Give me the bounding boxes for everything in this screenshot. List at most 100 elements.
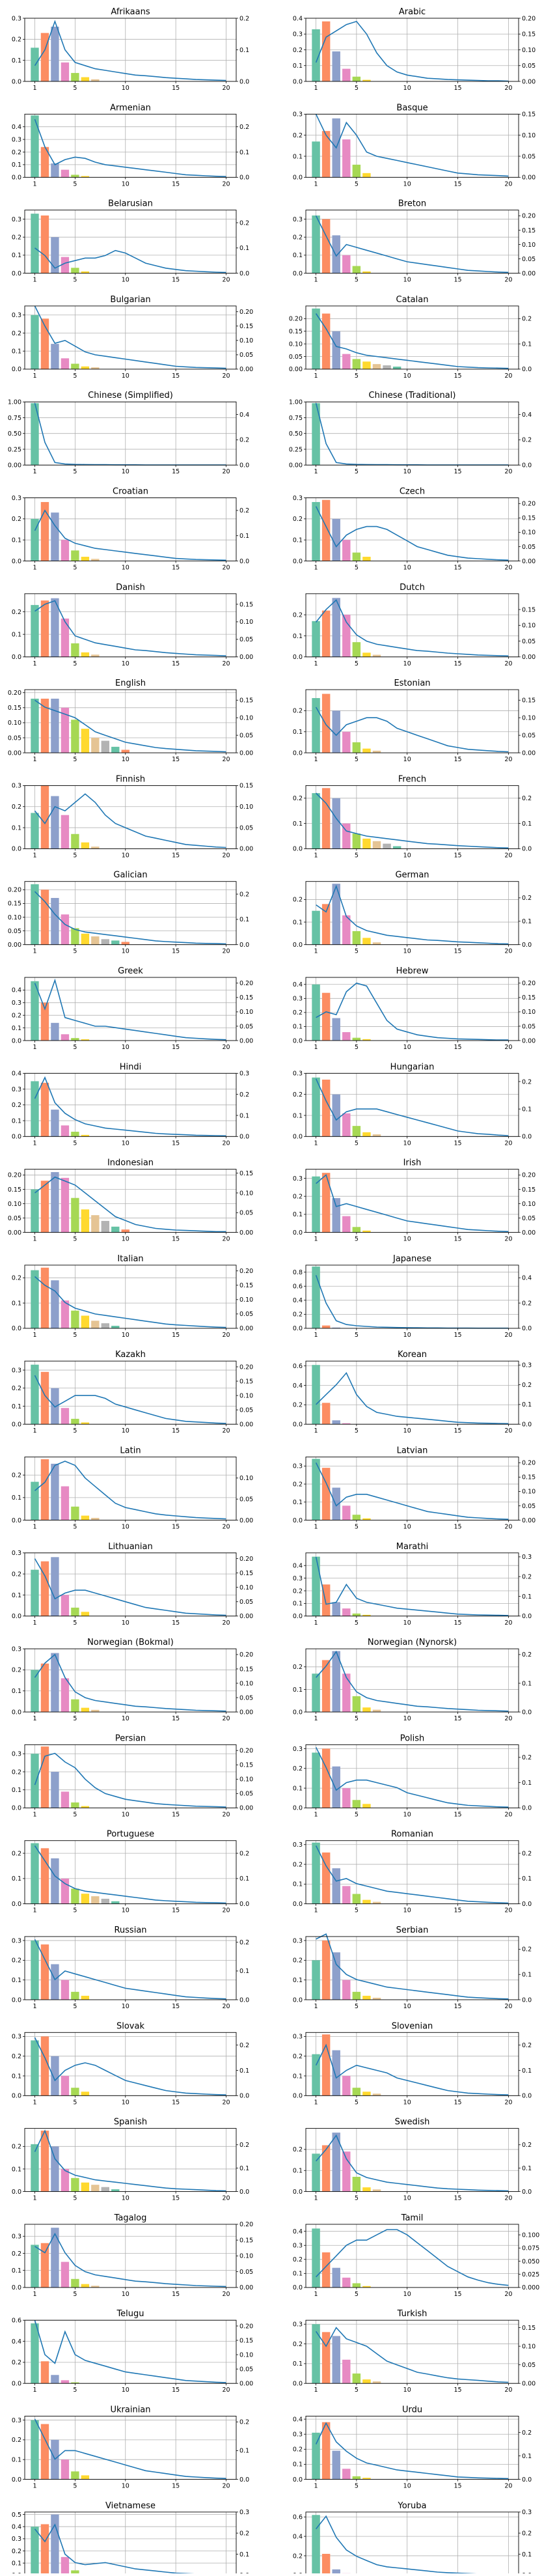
x-tick-label: 15 [454, 2483, 462, 2490]
x-tick-label: 1 [33, 1427, 36, 1435]
y-tick-label-right: 0.15 [239, 1378, 253, 1385]
bar [61, 1300, 69, 1328]
x-tick-label: 1 [33, 1524, 36, 1531]
y-tick-label-left: 0.0 [293, 2284, 303, 2291]
bar [91, 1896, 99, 1904]
y-tick-label-right: 0.1 [239, 2551, 249, 2558]
subplot-title: Latin [120, 1446, 141, 1456]
y-tick-label-right: 0.0 [522, 366, 532, 373]
bar [111, 747, 119, 753]
line-series [316, 2230, 509, 2286]
x-tick-label: 15 [454, 468, 462, 475]
y-tick-label-right: 0.10 [239, 715, 253, 722]
bar [71, 1507, 79, 1520]
y-tick-label-left: 0.0 [293, 270, 303, 277]
bar [81, 1894, 89, 1904]
y-tick-label-right: 0.2 [239, 1939, 249, 1946]
y-tick-label-left: 0.05 [8, 1215, 21, 1222]
bar [81, 1996, 89, 2000]
x-tick-label: 5 [73, 468, 77, 475]
y-tick-label-left: 0.3 [293, 1746, 303, 1753]
x-tick-label: 10 [403, 2195, 411, 2202]
bar [51, 512, 59, 561]
y-tick-label-left: 0.4 [293, 1297, 303, 1304]
y-tick-label-right: 0.05 [239, 1694, 253, 1701]
y-tick-label-left: 0.0 [12, 1996, 21, 2004]
x-tick-label: 20 [504, 2195, 512, 2202]
x-tick-label: 15 [454, 660, 462, 667]
y-tick-label-left: 0.0 [12, 846, 21, 853]
bar [31, 1081, 38, 1136]
y-tick-label-left: 0.2 [293, 1765, 303, 1772]
x-tick-label: 1 [33, 948, 36, 955]
y-tick-label-right: 0.15 [239, 323, 253, 330]
bar [51, 1964, 59, 2000]
y-tick-label-left: 0.1 [12, 2073, 21, 2080]
x-tick-label: 10 [122, 948, 129, 955]
y-tick-label-left: 0.2 [293, 1009, 303, 1016]
bar [362, 1996, 370, 2000]
x-tick-label: 15 [172, 1236, 180, 1243]
x-tick-label: 20 [222, 1907, 230, 1914]
bar [332, 1868, 340, 1904]
y-tick-label-right: 0.20 [239, 2221, 253, 2228]
bar [41, 33, 49, 81]
x-tick-label: 1 [314, 2387, 318, 2394]
x-tick-label: 20 [504, 1715, 512, 1722]
x-tick-label: 1 [314, 1907, 318, 1914]
y-tick-label-left: 0.2 [293, 1193, 303, 1200]
y-tick-label-left: 0.1 [293, 153, 303, 160]
y-tick-label-left: 0.4 [293, 2228, 303, 2235]
y-tick-label-right: 0.1 [239, 47, 249, 54]
x-tick-label: 1 [33, 2003, 36, 2010]
bar [373, 1710, 381, 1712]
y-tick-label-right: 0.05 [522, 1215, 536, 1222]
x-tick-label: 5 [355, 372, 359, 380]
y-tick-label-right: 0.10 [239, 337, 253, 344]
y-tick-label-left: 0.0 [293, 78, 303, 85]
x-tick-label: 15 [172, 85, 180, 92]
y-tick-label-right: 0.0 [522, 2189, 532, 2196]
x-tick-label: 15 [454, 1907, 462, 1914]
y-tick-label-left: 0.2 [293, 1091, 303, 1099]
y-tick-label-right: 0.0 [522, 462, 532, 469]
x-tick-label: 15 [172, 2003, 180, 2010]
bar [353, 1515, 360, 1520]
x-tick-label: 5 [355, 277, 359, 284]
x-tick-label: 5 [73, 565, 77, 572]
subplot-title: Norwegian (Nynorsk) [368, 1638, 457, 1647]
y-tick-label-right: 0.20 [239, 1748, 253, 1755]
y-tick-label-right: 0.10 [522, 242, 536, 249]
y-tick-label-right: 0.05 [522, 2362, 536, 2369]
x-tick-label: 20 [222, 1427, 230, 1435]
y-tick-label-left: 0.2 [12, 1667, 21, 1674]
bar [322, 219, 330, 273]
x-tick-label: 15 [172, 948, 180, 955]
bar [332, 331, 340, 369]
y-tick-label-left: 0.3 [12, 1000, 21, 1007]
y-tick-label-left: 0.05 [289, 354, 303, 361]
x-tick-label: 15 [454, 565, 462, 572]
x-tick-label: 1 [33, 1044, 36, 1051]
y-tick-label-right: 0.0 [239, 175, 249, 182]
bar [312, 216, 319, 273]
x-tick-label: 20 [222, 2003, 230, 2010]
bar [322, 788, 330, 848]
y-tick-label-left: 0.1 [293, 633, 303, 640]
x-tick-label: 10 [403, 1236, 411, 1243]
y-tick-label-right: 0.10 [522, 715, 536, 722]
y-tick-label-left: 0.3 [293, 1937, 303, 1944]
y-tick-label-left: 0.1 [12, 1688, 21, 1695]
y-tick-label-left: 0.1 [12, 1025, 21, 1032]
y-tick-label-right: 0.1 [522, 1680, 532, 1687]
y-tick-label-left: 0.6 [293, 1283, 303, 1291]
y-tick-label-right: 0.0 [239, 270, 249, 277]
subplot: Vietnamese151015200.00.10.20.30.40.50.00… [12, 2501, 249, 2573]
y-tick-label-right: 0.05 [522, 256, 536, 263]
y-tick-label-left: 0.75 [289, 415, 303, 422]
bar [51, 1023, 59, 1041]
bar [362, 2379, 370, 2383]
